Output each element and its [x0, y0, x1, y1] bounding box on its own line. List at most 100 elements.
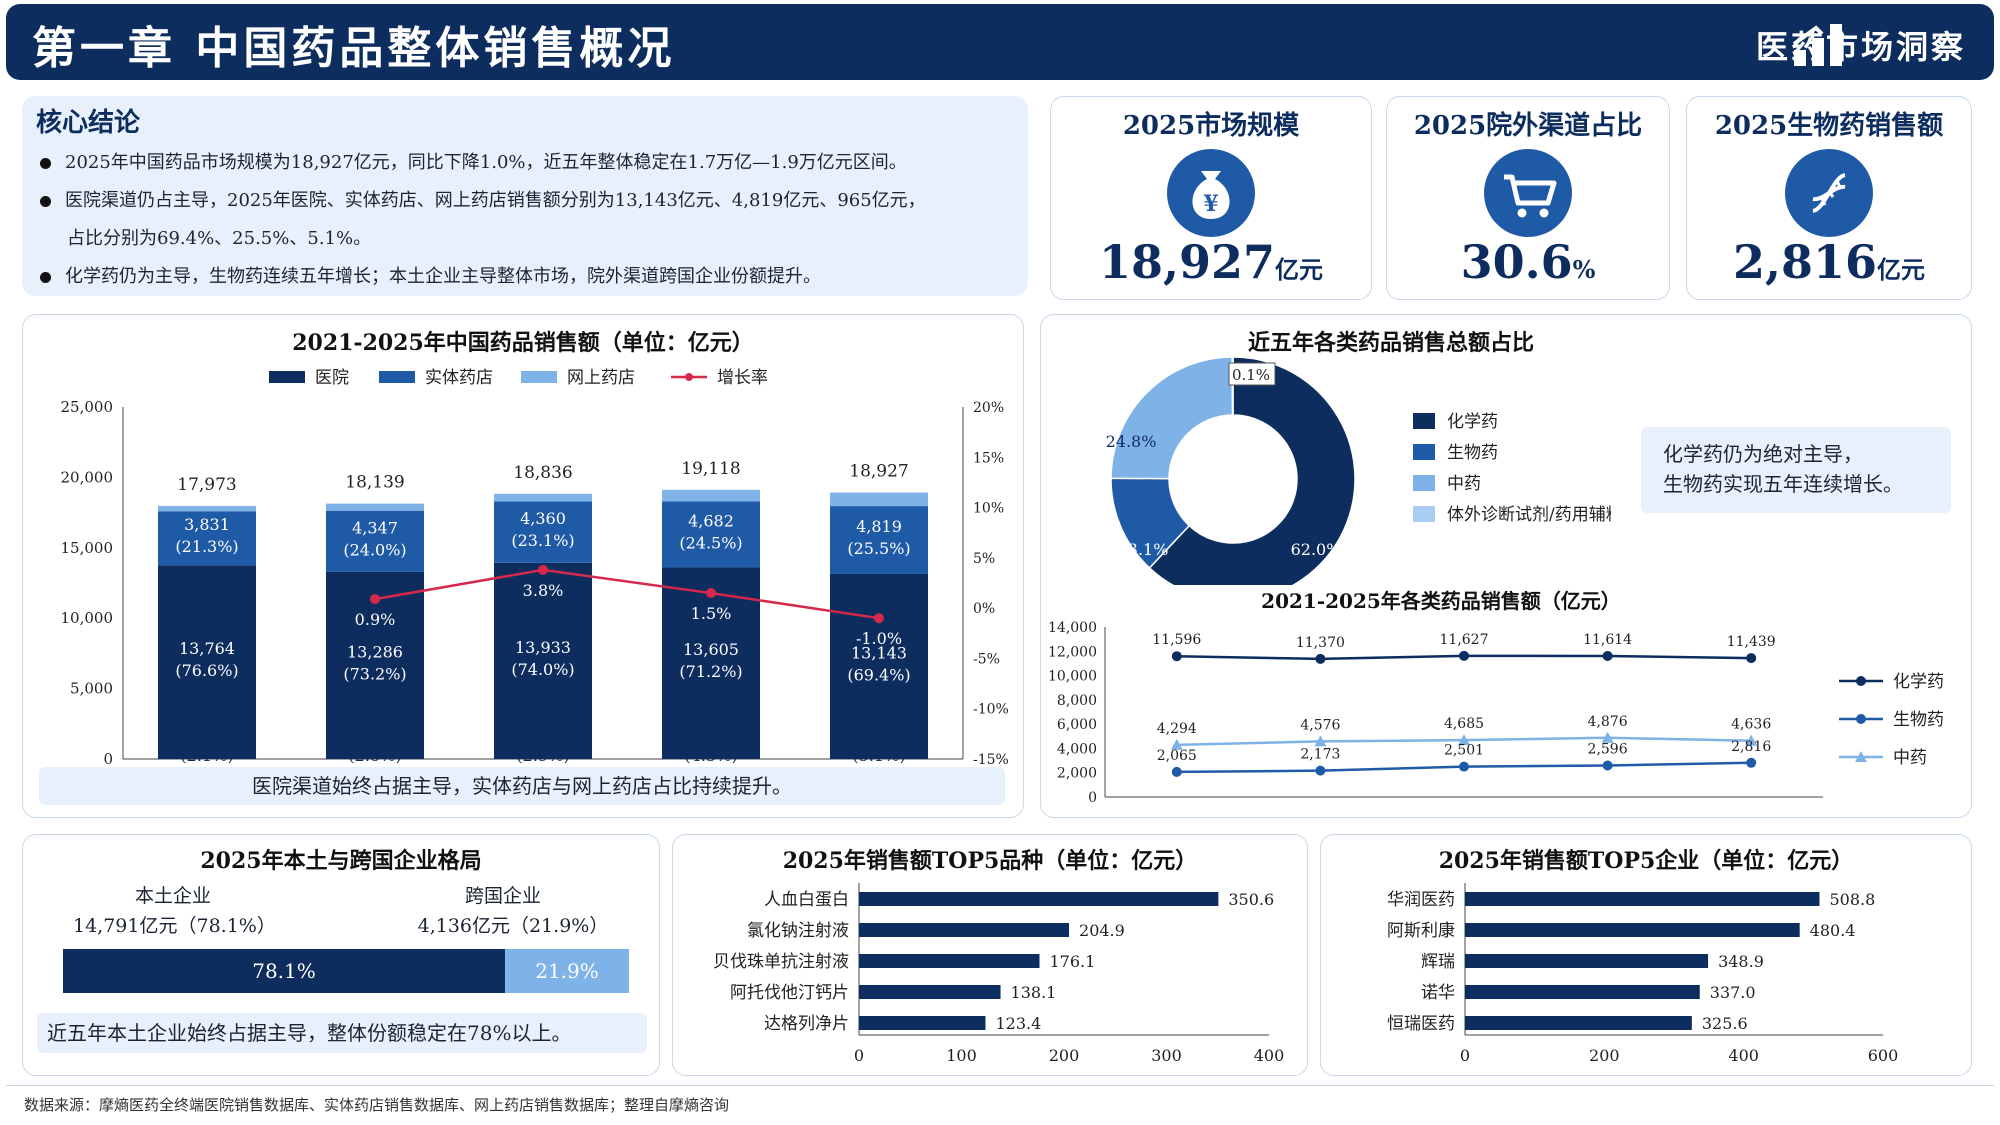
legend-swatch: [1413, 444, 1435, 460]
donut-note-line: 化学药仍为绝对主导，: [1663, 442, 1863, 466]
bar-data-label: 4,347: [352, 518, 398, 537]
y2-tick-label: 15%: [973, 450, 1004, 466]
share-bar-chart: 78.1% 21.9%: [63, 949, 629, 993]
money-bag-icon: ¥: [1167, 149, 1255, 237]
chart-title: 2021-2025年各类药品销售额（亿元）: [1261, 589, 1621, 613]
category-label: 恒瑞医药: [1387, 1014, 1455, 1034]
y-tick-label: 8,000: [1057, 693, 1097, 709]
footer-divider: [6, 1085, 1994, 1086]
y2-tick-label: 20%: [973, 400, 1004, 416]
mnc-amount: 4,136亿元（21.9%）: [417, 915, 609, 937]
chart-note: 医院渠道始终占据主导，实体药店与网上药店占比持续提升。: [39, 767, 1005, 805]
y-tick-label: 0: [103, 750, 113, 768]
bar-data-label: (21.3%): [175, 537, 238, 556]
bar-segment: [662, 489, 760, 502]
x-tick-label: 200: [1049, 1046, 1080, 1065]
bar-value-label: 508.8: [1829, 890, 1875, 909]
bar: [859, 892, 1219, 906]
bar-segment: [158, 565, 256, 759]
bar-total-label: 19,118: [681, 459, 740, 479]
legend-label: 增长率: [717, 368, 768, 388]
bar-segment: [662, 567, 760, 759]
top5-drugs-bar-chart: 0 100 200 300 400 人血白蛋白 350.6 氯化钠注射液 204.9 贝伐珠单抗注…: [713, 883, 1285, 1065]
y-tick-label: 12,000: [1048, 644, 1097, 660]
bar-segment: [830, 506, 928, 574]
series-data-label: 4,636: [1731, 717, 1771, 733]
bullet-dot-icon: [40, 271, 51, 283]
bar-data-label: (2.9%): [516, 746, 569, 765]
bar-segment: [494, 501, 592, 563]
series-point: [1171, 766, 1182, 777]
bar-segment: [830, 573, 928, 759]
chart-title: 近五年各类药品销售总额占比: [1247, 330, 1534, 356]
bar-data-label: (73.2%): [343, 664, 406, 683]
series-data-label: 11,370: [1296, 635, 1345, 651]
conclusion-bullet: 医院渠道仍占主导，2025年医院、实体药店、网上药店销售额分别为13,143亿元…: [40, 186, 926, 212]
series-point: [1314, 735, 1327, 747]
series-point: [1746, 653, 1757, 664]
legend-label: 化学药: [1893, 672, 1944, 692]
legend-swatch: [1413, 413, 1435, 429]
page-title: 第一章 中国药品整体销售概况: [32, 23, 676, 74]
x-tick-label: 400: [1254, 1046, 1285, 1065]
brand-name: 医药市场洞察: [1755, 28, 1966, 66]
legend-label: 生物药: [1893, 710, 1944, 730]
series-point: [1602, 650, 1613, 661]
series-data-label: 11,596: [1152, 632, 1201, 648]
y-tick-label: 10,000: [61, 609, 114, 627]
legend-label: 体外诊断试剂/药用辅料: [1447, 505, 1611, 525]
bar-data-label: 831: [696, 730, 727, 749]
bar-value-label: 350.6: [1228, 890, 1274, 909]
bar-data-label: (4.3%): [684, 746, 737, 765]
donut-note-line: 生物药实现五年连续增长。: [1663, 472, 1903, 496]
mnc-share-label: 21.9%: [535, 959, 599, 983]
series-data-label: 2,065: [1157, 748, 1197, 764]
sales-stacked-chart-panel: 2021-2025年中国药品销售额（单位：亿元） 医院 实体药店 网上药店 增长率 0 5…: [22, 314, 1024, 818]
category-label: 人血白蛋白: [764, 890, 849, 910]
bar-value-label: 123.4: [995, 1014, 1041, 1033]
legend-label: 中药: [1447, 474, 1481, 494]
core-conclusion-title: 核心结论: [36, 108, 141, 138]
bar: [1465, 954, 1709, 968]
bar-segment: [494, 493, 592, 502]
category-label: 阿托伐他汀钙片: [730, 983, 849, 1003]
legend-label: 生物药: [1447, 443, 1498, 463]
legend-swatch: [521, 371, 557, 383]
domestic-amount: 14,791亿元（78.1%）: [73, 915, 276, 937]
y2-tick-label: -5%: [973, 651, 1000, 667]
category-label: 氯化钠注射液: [747, 921, 849, 941]
domestic-label: 本土企业: [134, 885, 211, 907]
legend-swatch-marker: [1856, 676, 1866, 686]
bar-data-label: 505: [360, 730, 391, 749]
kpi-value: 30.6%: [1460, 235, 1596, 289]
bar: [1465, 985, 1700, 999]
legend-swatch: [1413, 506, 1435, 522]
donut-slice: [1110, 356, 1234, 480]
series-point: [1746, 757, 1757, 768]
bar-segment: [158, 505, 256, 512]
y-tick-label: 14,000: [1048, 620, 1097, 636]
legend-swatch: [1413, 475, 1435, 491]
bar-segment: [326, 503, 424, 511]
header-bar: 第一章 中国药品整体销售概况 医药市场洞察: [6, 4, 1994, 80]
series-point: [1459, 650, 1469, 661]
mnc-share-bar: [505, 949, 629, 993]
category-label: 贝伐珠单抗注射液: [713, 952, 849, 972]
bar-segment: [494, 562, 592, 759]
kpi-card-market-size: 2025市场规模 ¥ 18,927亿元: [1050, 96, 1372, 300]
y-tick-label: 20,000: [61, 468, 114, 486]
donut-value-label: 0.1%: [1232, 366, 1270, 384]
series-data-label: 2,816: [1731, 739, 1771, 755]
bar-data-label: 4,360: [520, 509, 566, 528]
bar: [859, 1016, 986, 1030]
legend-label: 医院: [315, 368, 349, 388]
bar-data-label: (5.1%): [852, 746, 905, 765]
y2-tick-label: 0%: [973, 601, 995, 617]
series-data-label: 11,627: [1440, 632, 1489, 648]
x-tick-label: 2021: [1156, 810, 1197, 813]
x-tick-label: 600: [1868, 1046, 1899, 1065]
series-data-label: 2,501: [1444, 743, 1484, 759]
bar: [859, 954, 1040, 968]
growth-rate-point: [706, 588, 716, 599]
y-tick-label: 5,000: [70, 680, 113, 698]
